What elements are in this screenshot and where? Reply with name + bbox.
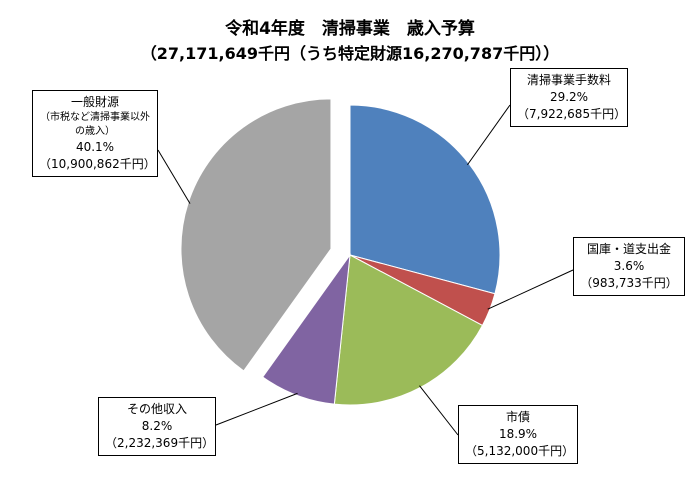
- slice-label: 市債: [505, 410, 530, 424]
- chart-subtitle: （27,171,649千円（うち特定財源16,270,787千円））: [140, 44, 560, 63]
- leader-fees: [466, 104, 511, 166]
- leader-general: [157, 149, 191, 204]
- callout-other: その他収入 8.2% （2,232,369千円）: [98, 397, 216, 456]
- slice-fees: [349, 104, 501, 295]
- slice-label: 一般財源: [70, 95, 119, 109]
- slice-amount: （10,900,862千円）: [39, 157, 156, 171]
- callout-bonds: 市債 18.9% （5,132,000千円）: [458, 405, 578, 464]
- leader-other: [215, 392, 298, 426]
- slice-general: [180, 98, 332, 372]
- slice-label: 国庫・道支出金: [586, 242, 671, 256]
- slice-percent: 18.9%: [498, 427, 538, 441]
- slice-percent: 3.6%: [613, 259, 645, 273]
- callout-general: 一般財源 （市税など清掃事業以外の歳入） 40.1% （10,900,862千円…: [32, 90, 158, 177]
- slice-amount: （5,132,000千円）: [465, 444, 575, 458]
- slice-sublabel: （市税など清掃事業以外の歳入）: [40, 112, 150, 137]
- slice-amount: （983,733千円）: [580, 276, 678, 290]
- callout-fees: 清掃事業手数料 29.2% （7,922,685千円）: [510, 68, 628, 127]
- slice-amount: （2,232,369千円）: [105, 436, 215, 450]
- slice-label: 清掃事業手数料: [526, 73, 611, 87]
- slice-label: その他収入: [126, 402, 187, 416]
- slice-amount: （7,922,685千円）: [517, 107, 627, 121]
- chart-title: 令和4年度 清掃事業 歳入予算: [225, 19, 475, 39]
- slice-percent: 29.2%: [549, 90, 589, 104]
- leader-bonds: [419, 385, 459, 436]
- slice-percent: 8.2%: [141, 419, 173, 433]
- leader-subsidy: [487, 269, 574, 310]
- callout-subsidy: 国庫・道支出金 3.6% （983,733千円）: [573, 237, 685, 296]
- slice-other: [262, 253, 351, 405]
- slice-percent: 40.1%: [75, 140, 115, 154]
